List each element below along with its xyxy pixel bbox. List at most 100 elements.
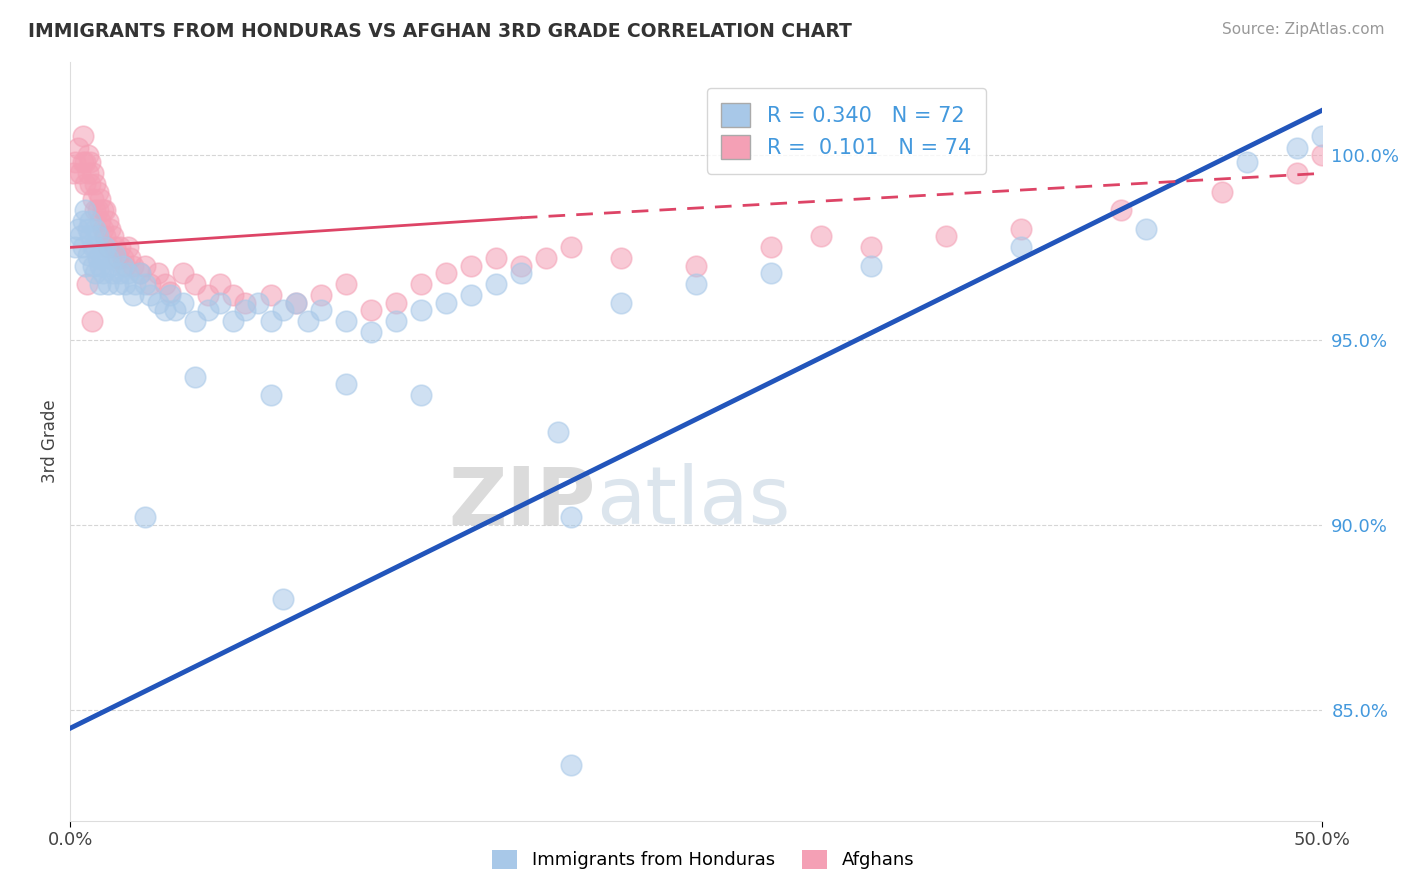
Point: [335, 377, 357, 392]
Point: [1285, 140, 1308, 154]
Point: [139, 288, 162, 302]
Point: [111, 259, 134, 273]
Point: [75, 178, 97, 192]
Point: [235, 303, 257, 318]
Legend: R = 0.340   N = 72, R =  0.101   N = 74: R = 0.340 N = 72, R = 0.101 N = 74: [706, 88, 986, 174]
Point: [66, 222, 89, 236]
Point: [184, 369, 207, 384]
Point: [155, 303, 177, 318]
Point: [104, 240, 127, 254]
Point: [110, 240, 132, 254]
Point: [69, 166, 91, 180]
Point: [110, 266, 132, 280]
Point: [159, 285, 181, 299]
Point: [197, 288, 219, 302]
Point: [235, 296, 257, 310]
Point: [84, 266, 107, 280]
Point: [810, 229, 832, 244]
Point: [259, 288, 281, 302]
Point: [101, 266, 124, 280]
Point: [76, 222, 98, 236]
Point: [209, 277, 232, 292]
Point: [91, 203, 114, 218]
Point: [139, 277, 162, 292]
Point: [75, 203, 97, 218]
Point: [197, 303, 219, 318]
Point: [560, 240, 582, 254]
Point: [409, 303, 432, 318]
Point: [1010, 222, 1032, 236]
Point: [87, 229, 110, 244]
Point: [87, 203, 110, 218]
Point: [610, 296, 633, 310]
Text: ZIP: ZIP: [449, 463, 596, 541]
Point: [84, 240, 107, 254]
Point: [685, 277, 707, 292]
Point: [360, 303, 382, 318]
Point: [335, 314, 357, 328]
Point: [84, 222, 107, 236]
Text: IMMIGRANTS FROM HONDURAS VS AFGHAN 3RD GRADE CORRELATION CHART: IMMIGRANTS FROM HONDURAS VS AFGHAN 3RD G…: [28, 22, 852, 41]
Point: [87, 185, 110, 199]
Point: [76, 248, 98, 262]
Point: [860, 240, 883, 254]
Point: [1010, 240, 1032, 254]
Point: [1135, 222, 1157, 236]
Point: [935, 229, 957, 244]
Text: Source: ZipAtlas.com: Source: ZipAtlas.com: [1222, 22, 1385, 37]
Point: [685, 259, 707, 273]
Point: [72, 155, 94, 169]
Point: [117, 266, 139, 280]
Point: [159, 288, 181, 302]
Point: [509, 259, 531, 273]
Point: [107, 252, 129, 266]
Point: [384, 296, 406, 310]
Point: [409, 277, 432, 292]
Point: [155, 277, 177, 292]
Point: [82, 240, 104, 254]
Point: [114, 277, 136, 292]
Point: [79, 229, 101, 244]
Point: [80, 314, 103, 328]
Text: atlas: atlas: [596, 463, 790, 541]
Point: [509, 266, 531, 280]
Point: [222, 288, 245, 302]
Point: [247, 296, 270, 310]
Point: [101, 229, 124, 244]
Point: [84, 203, 107, 218]
Point: [129, 266, 152, 280]
Point: [75, 155, 97, 169]
Point: [121, 259, 145, 273]
Point: [409, 388, 432, 402]
Point: [271, 591, 294, 606]
Point: [1236, 155, 1258, 169]
Point: [485, 252, 508, 266]
Point: [184, 314, 207, 328]
Point: [89, 214, 111, 228]
Point: [534, 252, 557, 266]
Point: [485, 277, 508, 292]
Point: [134, 510, 156, 524]
Point: [165, 303, 187, 318]
Point: [1310, 129, 1333, 144]
Point: [65, 155, 87, 169]
Point: [124, 277, 146, 292]
Point: [759, 240, 782, 254]
Point: [434, 296, 457, 310]
Point: [547, 425, 569, 440]
Point: [97, 240, 120, 254]
Point: [91, 266, 114, 280]
Point: [172, 296, 194, 310]
Point: [460, 288, 482, 302]
Point: [89, 259, 111, 273]
Point: [134, 277, 156, 292]
Point: [98, 259, 121, 273]
Point: [1285, 166, 1308, 180]
Point: [335, 277, 357, 292]
Point: [79, 214, 101, 228]
Point: [184, 277, 207, 292]
Point: [89, 277, 111, 292]
Point: [384, 314, 406, 328]
Point: [117, 240, 139, 254]
Point: [114, 259, 136, 273]
